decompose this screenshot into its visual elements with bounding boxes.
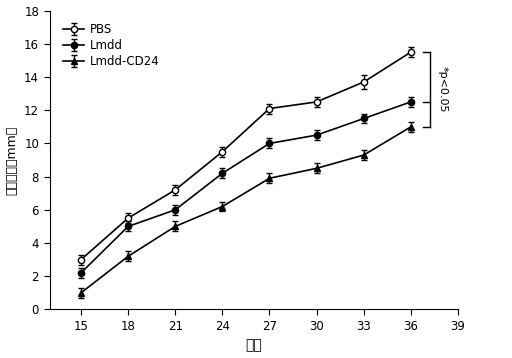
- Y-axis label: 肿瘤直径（mm）: 肿瘤直径（mm）: [6, 125, 18, 195]
- Legend: PBS, Lmdd, Lmdd-CD24: PBS, Lmdd, Lmdd-CD24: [59, 19, 163, 72]
- Text: *p<0.05: *p<0.05: [438, 66, 447, 113]
- X-axis label: 天数: 天数: [245, 338, 262, 352]
